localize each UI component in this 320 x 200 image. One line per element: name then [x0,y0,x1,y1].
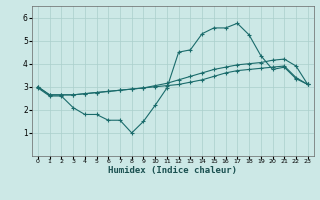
X-axis label: Humidex (Indice chaleur): Humidex (Indice chaleur) [108,166,237,175]
